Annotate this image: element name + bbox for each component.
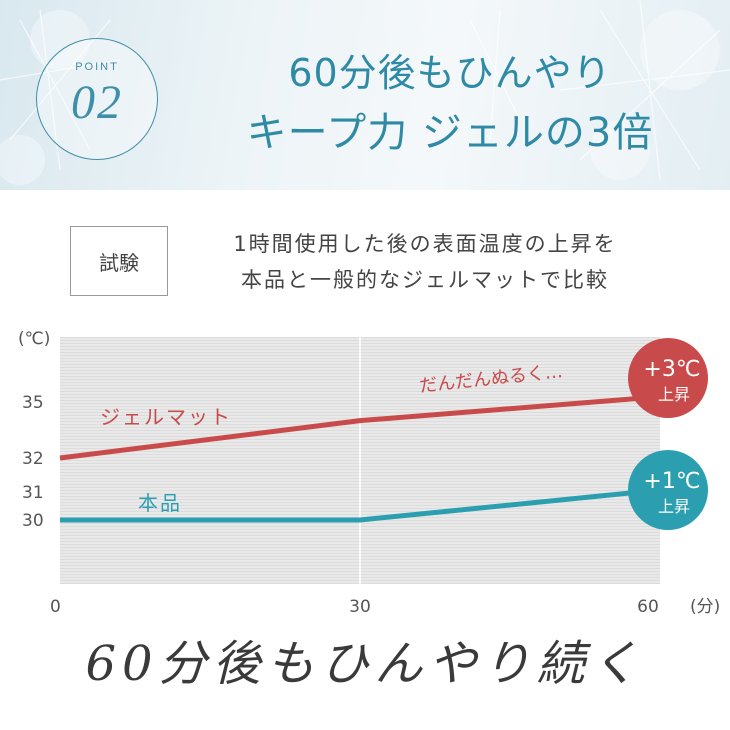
badge-label: POINT	[75, 61, 119, 73]
rise-badge-text-1: 上昇	[658, 497, 690, 516]
x-tick-label-60: 60	[637, 597, 659, 617]
x-tick-label-0: 0	[50, 597, 61, 617]
y-tick-label-31: 31	[22, 483, 44, 503]
headline-line-2: キープ力 ジェルの3倍	[246, 110, 654, 156]
y-unit-label: (℃)	[18, 329, 50, 349]
test-label-box: 試験	[70, 226, 168, 296]
series-line-0	[59, 395, 641, 461]
series-line-1	[60, 489, 641, 523]
test-description-line-2: 本品と一般的なジェルマットで比較	[241, 268, 609, 292]
rise-badge-1	[628, 450, 708, 530]
test-description-line-1: 1時間使用した後の表面温度の上昇を	[233, 232, 617, 256]
rise-badge-value-0: +3℃	[643, 357, 700, 382]
series-name-label-0: ジェルマット	[100, 405, 232, 429]
y-axis: 30 31 32 35	[22, 393, 44, 531]
footer-tagline: 60分後もひんやり続く	[85, 636, 645, 692]
badge-number: 02	[71, 76, 123, 129]
test-label: 試験	[99, 250, 139, 275]
point-badge: POINT 02	[36, 38, 158, 160]
x-axis: 0 30 60	[50, 597, 659, 617]
y-tick-label-30: 30	[22, 511, 44, 531]
x-tick-label-30: 30	[349, 597, 371, 617]
rise-badge-0	[628, 338, 708, 418]
rise-badge-text-0: 上昇	[658, 385, 690, 404]
header-banner: POINT 02 60分後もひんやり キープ力 ジェルの3倍	[0, 0, 730, 190]
y-tick-label-35: 35	[22, 393, 44, 413]
series-name-label-1: 本品	[138, 491, 182, 515]
rise-badge-value-1: +1℃	[643, 469, 700, 494]
x-unit-label: (分)	[690, 597, 720, 617]
y-tick-label-32: 32	[22, 449, 44, 469]
headline-line-1: 60分後もひんやり	[288, 51, 612, 95]
test-description: 1時間使用した後の表面温度の上昇を 本品と一般的なジェルマットで比較	[190, 226, 660, 298]
